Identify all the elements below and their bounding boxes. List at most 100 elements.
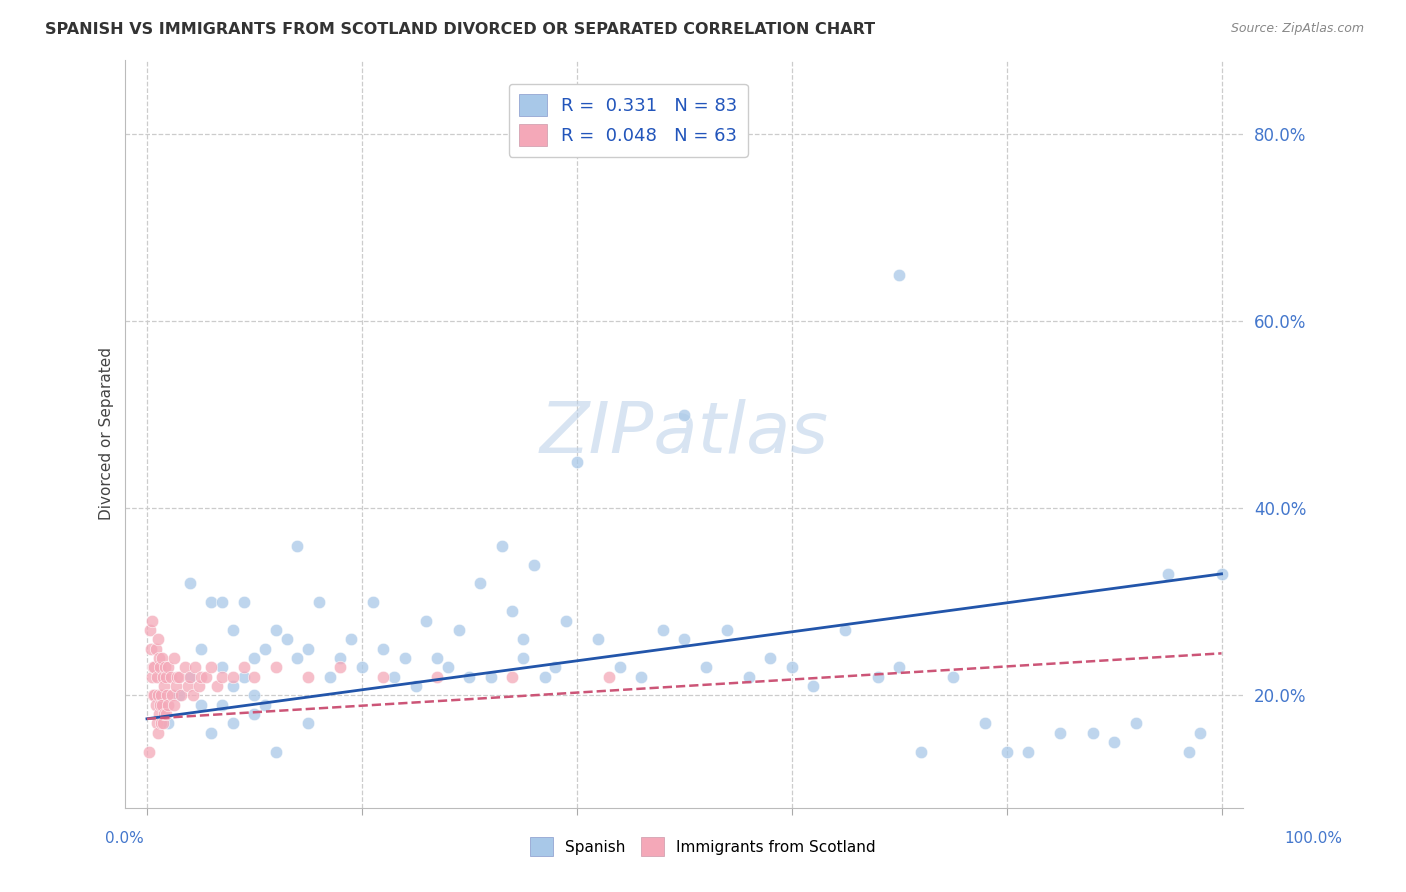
Point [138,745,160,759]
Point [143,689,166,703]
Point [394,651,416,665]
Text: ZIPatlas: ZIPatlas [540,399,828,468]
Point [468,576,491,591]
Point [512,651,534,665]
Point [159,670,181,684]
Point [141,641,163,656]
Point [1102,735,1125,749]
Point [145,716,167,731]
Point [565,455,588,469]
Point [232,670,254,684]
Point [1157,566,1180,581]
Point [143,660,166,674]
Point [139,623,162,637]
Point [910,745,932,759]
Point [145,641,167,656]
Point [146,632,169,647]
Point [716,623,738,637]
Point [264,660,287,674]
Point [276,632,298,647]
Point [555,614,578,628]
Point [287,651,309,665]
Point [287,539,309,553]
Point [160,689,183,703]
Point [361,595,384,609]
Point [211,595,233,609]
Point [243,707,266,722]
Point [1049,726,1071,740]
Point [373,670,395,684]
Point [1081,726,1104,740]
Point [974,716,997,731]
Point [264,623,287,637]
Text: 0.0%: 0.0% [105,831,145,846]
Point [232,660,254,674]
Point [179,576,201,591]
Text: SPANISH VS IMMIGRANTS FROM SCOTLAND DIVORCED OR SEPARATED CORRELATION CHART: SPANISH VS IMMIGRANTS FROM SCOTLAND DIVO… [45,22,875,37]
Point [200,660,222,674]
Point [149,716,172,731]
Point [308,595,330,609]
Point [243,670,266,684]
Point [211,660,233,674]
Point [157,660,180,674]
Point [142,660,165,674]
Point [1178,745,1201,759]
Point [153,707,176,722]
Point [149,698,172,712]
Point [211,698,233,712]
Point [651,623,673,637]
Point [254,641,277,656]
Point [142,689,165,703]
Point [673,632,696,647]
Point [598,670,620,684]
Point [149,660,172,674]
Point [222,670,245,684]
Point [458,670,481,684]
Point [222,716,245,731]
Point [405,679,427,693]
Point [1017,745,1039,759]
Point [297,716,319,731]
Point [382,670,405,684]
Point [156,689,179,703]
Point [533,670,555,684]
Text: Source: ZipAtlas.com: Source: ZipAtlas.com [1230,22,1364,36]
Point [759,651,782,665]
Point [995,745,1018,759]
Point [145,670,167,684]
Point [222,679,245,693]
Point [426,670,449,684]
Point [447,623,470,637]
Point [190,670,212,684]
Point [146,689,169,703]
Point [184,660,207,674]
Point [146,726,169,740]
Point [141,670,163,684]
Point [426,651,449,665]
Point [243,689,266,703]
Point [329,651,352,665]
Point [501,604,523,618]
Point [200,595,222,609]
Point [512,632,534,647]
Text: 100.0%: 100.0% [1285,831,1343,846]
Point [153,679,176,693]
Point [437,660,460,674]
Point [340,632,363,647]
Point [254,698,277,712]
Point [205,679,228,693]
Point [177,679,200,693]
Point [150,651,173,665]
Point [167,670,190,684]
Point [523,558,546,572]
Point [179,670,201,684]
Point [157,698,180,712]
Point [695,660,717,674]
Point [152,716,174,731]
Point [350,660,373,674]
Point [318,670,340,684]
Point [373,641,395,656]
Point [630,670,652,684]
Point [195,670,218,684]
